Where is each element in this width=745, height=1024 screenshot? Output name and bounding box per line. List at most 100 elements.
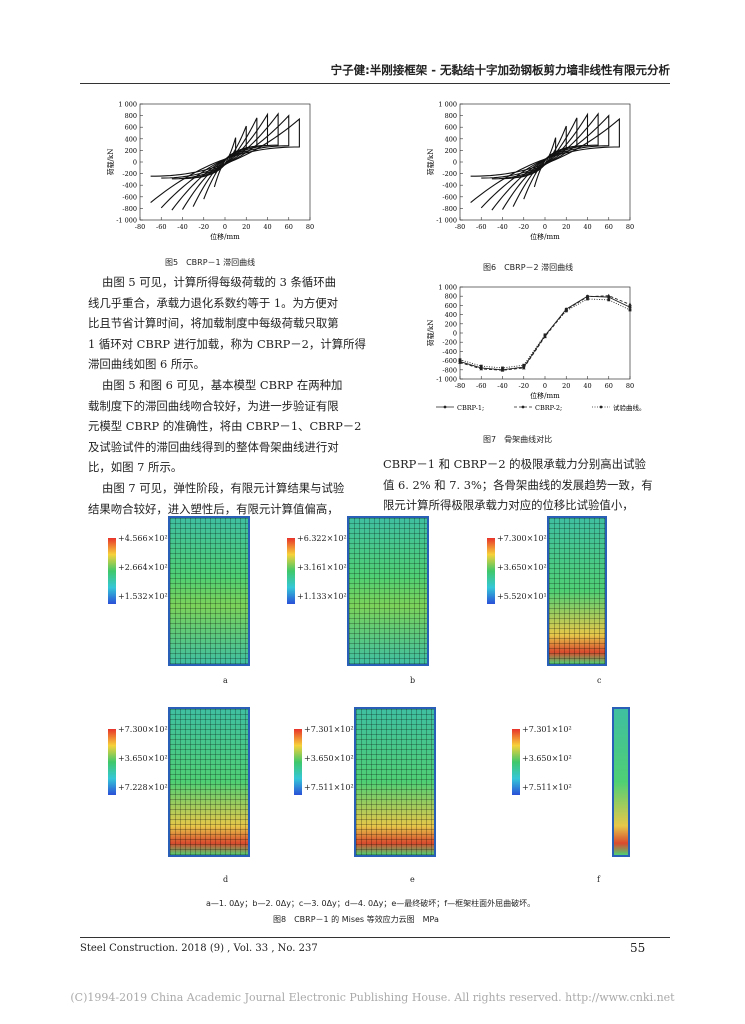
x-tick-label: 60 [605, 223, 613, 231]
y-tick-label: -200 [442, 339, 457, 347]
data-point [607, 298, 611, 302]
x-tick-label: -40 [497, 382, 507, 390]
hysteresis-loop [192, 117, 258, 207]
hysteresis-loop [470, 117, 620, 204]
text-line: 结果吻合较好，进入塑性后，有限元计算值偏高， [88, 501, 339, 516]
fig8-note: a—1. 0Δy；b—2. 0Δy；c—3. 0Δy；d—4. 0Δy；e—最终… [206, 899, 536, 908]
data-point [458, 358, 462, 362]
contour-legend-bar [108, 538, 116, 604]
x-tick-label: 0 [543, 223, 547, 231]
y-tick-label: -400 [442, 348, 457, 356]
y-tick-label: -1 000 [436, 217, 457, 225]
contour-legend-value: +6.322×10² [297, 534, 347, 543]
y-tick-label: -800 [122, 205, 137, 213]
hysteresis-loop [171, 112, 279, 211]
data-point [458, 360, 462, 364]
x-tick-label: 20 [242, 223, 250, 231]
x-tick-label: 80 [626, 223, 634, 231]
y-tick-label: 0 [453, 330, 457, 338]
x-tick-label: -60 [156, 223, 166, 231]
frame-contour-model [168, 516, 250, 666]
y-tick-label: -400 [122, 182, 137, 190]
x-axis-label: 位移/mm [210, 232, 240, 241]
contour-legend-value: +3.650×10² [304, 754, 354, 763]
contour-legend-value: +7.300×10² [497, 534, 547, 543]
right-column: CBRP－1 和 CBRP－2 的极限承载力分别高出试验值 6. 2% 和 7.… [383, 454, 673, 516]
data-point [500, 368, 505, 372]
hysteresis-loop [480, 114, 610, 209]
y-axis-label: 荷载/kN [426, 149, 435, 176]
y-tick-label: 1 000 [118, 101, 137, 109]
text-line: CBRP－1 和 CBRP－2 的极限承载力分别高出试验 [383, 457, 646, 471]
y-tick-label: 200 [125, 147, 137, 155]
text-line: 限元计算所得极限承载力对应的位移比试验值小， [383, 498, 634, 513]
x-tick-label: -40 [497, 223, 507, 231]
contour-legend-bar [287, 538, 295, 604]
text-line: 滞回曲线如图 6 所示。 [88, 357, 206, 372]
paragraph-right-1: CBRP－1 和 CBRP－2 的极限承载力分别高出试验值 6. 2% 和 7.… [383, 454, 673, 516]
y-tick-label: 600 [125, 124, 137, 132]
y-tick-label: 1 000 [438, 284, 457, 292]
series-line-3 [459, 298, 631, 369]
data-point [521, 365, 526, 370]
text-line: 及试验试件的滞回曲线得到的整体骨架曲线进行对 [88, 439, 339, 454]
fig8-caption: 图8 CBRP－1 的 Mises 等效应力云图 MPa [273, 915, 439, 924]
frame-contour-model [354, 707, 436, 857]
legend-entry: CBRP-1; [457, 404, 484, 412]
y-tick-label: -600 [122, 193, 137, 201]
x-tick-label: -80 [135, 223, 145, 231]
text-line: 比，如图 7 所示。 [88, 460, 183, 475]
y-tick-label: 600 [445, 302, 457, 310]
contour-legend-value: +2.664×10² [118, 563, 168, 572]
x-tick-label: 60 [605, 382, 613, 390]
y-tick-label: 200 [445, 147, 457, 155]
contour-legend-bar [108, 729, 116, 795]
y-tick-label: -800 [442, 205, 457, 213]
data-point [606, 293, 611, 298]
panel-label: c [597, 676, 602, 685]
y-tick-label: 200 [445, 320, 457, 328]
x-tick-label: 40 [263, 223, 271, 231]
y-tick-label: 800 [445, 293, 457, 301]
y-tick-label: -1 000 [116, 217, 137, 225]
x-tick-label: -80 [455, 223, 465, 231]
hysteresis-loop [502, 112, 589, 210]
journal-info: Steel Construction. 2018 (9) , Vol. 33 ,… [80, 943, 318, 954]
contour-legend-value: +7.301×10² [304, 725, 354, 734]
contour-legend-value: +1.133×10² [297, 592, 347, 601]
x-axis-label: 位移/mm [530, 232, 560, 241]
y-tick-label: -200 [442, 170, 457, 178]
contour-legend-value: +3.161×10² [297, 563, 347, 572]
x-tick-label: -80 [455, 382, 465, 390]
y-axis-label: 荷载/kN [426, 320, 435, 347]
contour-legend-bar [294, 729, 302, 795]
legend-entry: 试验曲线。 [613, 403, 645, 412]
y-tick-label: -600 [442, 193, 457, 201]
x-tick-label: 80 [626, 382, 634, 390]
y-tick-label: -1 000 [436, 376, 457, 384]
x-tick-label: 20 [562, 382, 570, 390]
y-tick-label: 1 000 [438, 101, 457, 109]
text-line: 由图 7 可见，弹性阶段，有限元计算结果与试验 [102, 480, 345, 495]
panel-label: e [410, 875, 415, 884]
contour-legend-bar [487, 538, 495, 604]
x-tick-label: -20 [519, 382, 529, 390]
data-point [564, 309, 568, 313]
x-tick-label: 40 [583, 223, 591, 231]
contour-legend-value: +7.511×10² [304, 783, 354, 792]
panel-label: b [410, 676, 416, 685]
hysteresis-loop [182, 112, 269, 210]
frame-contour-model [612, 707, 630, 857]
contour-legend-value: +7.301×10² [522, 725, 572, 734]
x-tick-label: -60 [476, 223, 486, 231]
left-column: 由图 5 可见，计算所得每级荷载的 3 条循环曲 线几乎重合，承载力退化系数约等于… [88, 272, 373, 519]
y-tick-label: 400 [445, 311, 457, 319]
frame-contour-model [168, 707, 250, 857]
x-tick-label: -20 [199, 223, 209, 231]
hysteresis-loop [160, 114, 290, 209]
y-tick-label: -600 [442, 357, 457, 365]
text-line: 比且节省计算时间，将加载制度中每级荷载只取第 [88, 316, 339, 331]
fig7-caption: 图7 骨架曲线对比 [483, 435, 553, 444]
text-line: 值 6. 2% 和 7. 3%；各骨架曲线的发展趋势一致，有 [383, 477, 653, 492]
